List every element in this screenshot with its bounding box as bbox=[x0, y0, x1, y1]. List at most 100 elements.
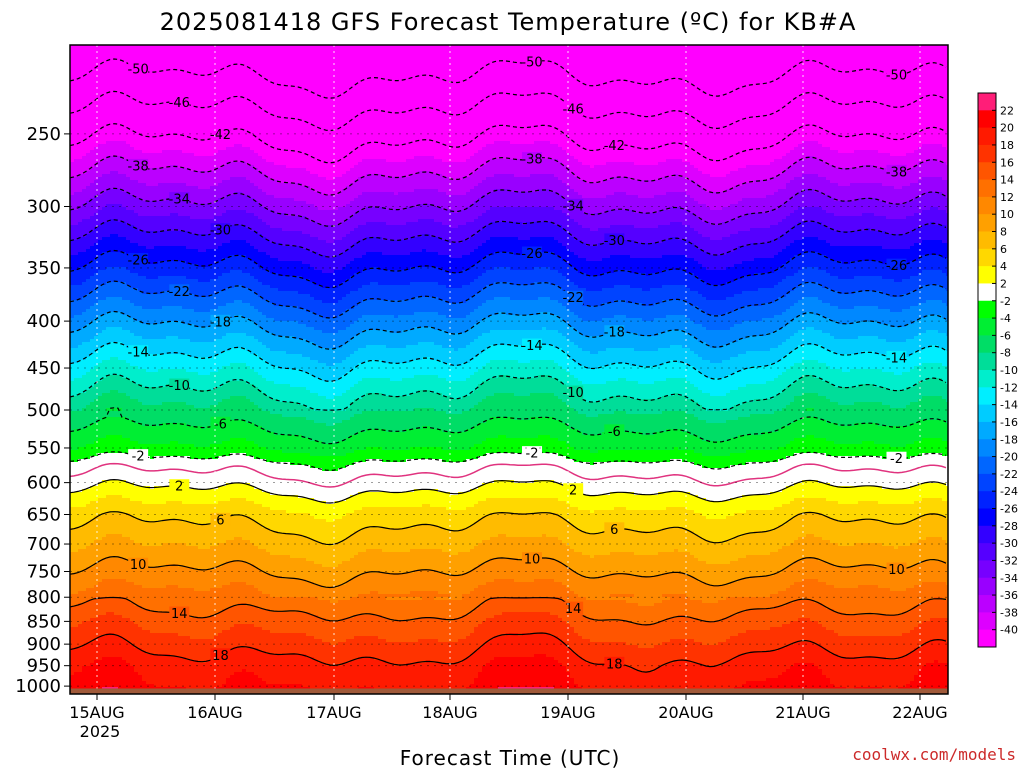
colorbar-label: -4 bbox=[1000, 312, 1011, 325]
contour-label-bg bbox=[128, 253, 149, 268]
colorbar-label: -34 bbox=[1000, 572, 1018, 585]
colorbar-label: 12 bbox=[1000, 191, 1014, 204]
colorbar-swatch bbox=[978, 543, 996, 561]
y-tick-label: 500 bbox=[27, 400, 61, 421]
colorbar-label: -12 bbox=[1000, 381, 1018, 394]
contour-label: -50 bbox=[521, 56, 542, 71]
contour-label: -6 bbox=[608, 425, 621, 440]
colorbar-label: -6 bbox=[1000, 329, 1011, 342]
colorbar-swatch bbox=[978, 127, 996, 146]
contour-label: 10 bbox=[888, 563, 905, 578]
contour-label-bg bbox=[563, 385, 584, 400]
contour-label: 14 bbox=[565, 602, 582, 617]
colorbar-label: -32 bbox=[1000, 554, 1018, 567]
contour-label-bg bbox=[169, 606, 190, 621]
colorbar-label: -24 bbox=[1000, 485, 1018, 498]
colorbar-swatch bbox=[978, 110, 996, 129]
contour-label-bg bbox=[604, 424, 625, 439]
contour-label-bg bbox=[169, 95, 190, 110]
ground-band bbox=[70, 688, 948, 694]
colorbar-label: 6 bbox=[1000, 243, 1007, 256]
contour-label-bg bbox=[522, 446, 543, 461]
colorbar-swatch bbox=[978, 144, 996, 163]
freezing-line bbox=[70, 462, 947, 488]
colorbar-label: 20 bbox=[1000, 122, 1014, 135]
plot-frame bbox=[69, 44, 949, 695]
contour-label-bg bbox=[522, 552, 543, 567]
x-axis: 15AUG 16AUG 17AUG 18AUG 19AUG 20AUG 21AUG 22AUG bbox=[69, 694, 948, 722]
contour-line bbox=[70, 478, 947, 504]
colorbar-label: 22 bbox=[1000, 104, 1014, 117]
contour-label: -14 bbox=[521, 339, 542, 354]
x-tick-label: 22AUG bbox=[892, 703, 947, 722]
contour-label: -18 bbox=[210, 315, 231, 330]
x-tick-label: 15AUG bbox=[69, 703, 124, 722]
contour-label-bg bbox=[169, 284, 190, 299]
x-tick-label: 16AUG bbox=[187, 703, 242, 722]
colorbar-swatch bbox=[978, 404, 996, 423]
y-tick-label: 650 bbox=[27, 505, 61, 526]
colorbar-swatch bbox=[978, 300, 996, 319]
contour-label: 18 bbox=[212, 649, 229, 664]
y-tick-label: 400 bbox=[27, 311, 61, 332]
colorbar-label: 14 bbox=[1000, 174, 1014, 187]
contour-label-bg bbox=[128, 345, 149, 360]
x-tick-label: 19AUG bbox=[540, 703, 595, 722]
contour-line bbox=[70, 596, 947, 626]
x-tick-label: 21AUG bbox=[775, 703, 830, 722]
contour-label: -42 bbox=[604, 139, 625, 154]
colorbar-label: 2 bbox=[1000, 277, 1007, 290]
contour-label-bg bbox=[128, 158, 149, 173]
y-tick-label: 600 bbox=[27, 473, 61, 494]
colorbar-swatch bbox=[978, 335, 996, 354]
colorbar-label: -8 bbox=[1000, 347, 1011, 360]
contour-label: 2 bbox=[569, 484, 577, 499]
contour-label-bg bbox=[169, 378, 190, 393]
y-tick-label: 900 bbox=[27, 634, 61, 655]
y-tick-label: 700 bbox=[27, 534, 61, 555]
colorbar-label: -18 bbox=[1000, 433, 1018, 446]
contour-label-bg bbox=[563, 601, 584, 616]
contour-label: -38 bbox=[521, 153, 542, 168]
contour-label-bg bbox=[169, 479, 190, 494]
contour-label: 10 bbox=[524, 553, 541, 568]
contour-label-bg bbox=[604, 325, 625, 340]
contour-label: -6 bbox=[214, 417, 227, 432]
contour-label-bg bbox=[210, 314, 231, 329]
y-tick-label: 950 bbox=[27, 656, 61, 677]
y-tick-label: 750 bbox=[27, 562, 61, 583]
contour-line bbox=[70, 341, 947, 383]
colorbar-swatch bbox=[978, 595, 996, 613]
contour-label-bg bbox=[604, 233, 625, 248]
y-tick-label: 850 bbox=[27, 611, 61, 632]
contour-label-bg bbox=[563, 483, 584, 498]
contour-label: 2 bbox=[175, 480, 183, 495]
contour-label-bg bbox=[604, 522, 625, 537]
colorbar-label: -30 bbox=[1000, 537, 1018, 550]
contour-label-bg bbox=[128, 62, 149, 77]
contour-label-bg bbox=[210, 416, 231, 431]
credit-text[interactable]: coolwx.com/models bbox=[852, 745, 1016, 764]
colorbar-swatch bbox=[978, 473, 996, 492]
contour-label: 18 bbox=[606, 657, 623, 672]
contour-line bbox=[70, 187, 947, 228]
colorbar-swatch bbox=[978, 93, 996, 111]
contour-label-bg bbox=[522, 246, 543, 261]
contour-label: -10 bbox=[169, 379, 190, 394]
contour-label-bg bbox=[522, 338, 543, 353]
contour-label: -38 bbox=[886, 165, 907, 180]
contour-label-bg bbox=[886, 451, 907, 466]
colorbar-swatch bbox=[978, 577, 996, 596]
contour-label-bg bbox=[886, 164, 907, 179]
contour-label: -50 bbox=[886, 68, 907, 83]
contour-label-bg bbox=[604, 138, 625, 153]
colorbar-swatch bbox=[978, 508, 996, 527]
contour-label: -14 bbox=[886, 351, 907, 366]
contour-label-bg bbox=[210, 512, 231, 527]
contour-label: 6 bbox=[216, 513, 224, 528]
y-tick-label: 550 bbox=[27, 438, 61, 459]
contour-line bbox=[70, 451, 947, 472]
contour-label-bg bbox=[522, 55, 543, 70]
contour-label: -34 bbox=[563, 199, 584, 214]
